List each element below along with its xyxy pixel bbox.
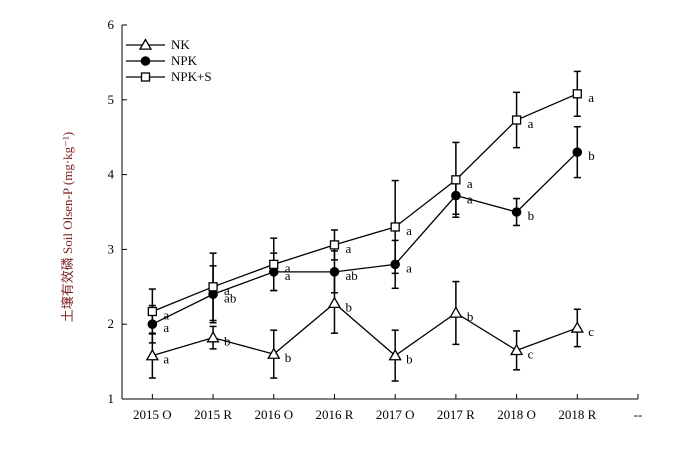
- data-point: [269, 259, 279, 270]
- significance-label: a: [345, 241, 351, 256]
- data-point: [327, 296, 342, 309]
- data-point: [572, 89, 582, 99]
- significance-label: b: [406, 352, 413, 367]
- significance-label: b: [224, 334, 231, 349]
- legend-marker: [140, 72, 151, 82]
- data-point: [388, 348, 402, 361]
- tick-labels: 1 2 3 4 5 6 2015 O 2015 R 2016 O 2016 R 2017 O 2017…: [108, 17, 643, 422]
- data-point: [451, 175, 461, 185]
- data-point: [509, 343, 524, 356]
- x-tick-label: 2018 R: [558, 407, 596, 422]
- data-point: [570, 321, 584, 333]
- data-point: [267, 347, 281, 359]
- significance-label: b: [345, 299, 352, 314]
- significance-label: b: [528, 208, 535, 223]
- x-tick-label: 2015 O: [133, 407, 172, 422]
- significance-label: c: [588, 324, 594, 339]
- legend-item-npk-s: NPK+S: [126, 69, 212, 84]
- legend-label: NK: [171, 37, 190, 52]
- significance-label: b: [588, 148, 595, 163]
- x-tick-label: 2017 O: [376, 407, 415, 422]
- series-line: [152, 151, 578, 325]
- significance-label: a: [163, 307, 169, 322]
- data-point: [511, 207, 522, 217]
- y-tick-label: 1: [108, 391, 115, 406]
- data-point: [511, 115, 522, 125]
- y-tick-label: 2: [108, 316, 115, 331]
- data-point: [208, 282, 218, 292]
- series-line: [152, 302, 578, 357]
- significance-label: a: [285, 268, 291, 283]
- x-tick-label: 2017 R: [437, 407, 475, 422]
- axes: [121, 24, 639, 400]
- x-tick-label: 2018 O: [497, 407, 536, 422]
- significance-label: c: [528, 346, 534, 361]
- data-point: [145, 348, 159, 361]
- legend-label: NPK+S: [171, 69, 212, 84]
- significance-label: a: [163, 352, 169, 367]
- data-point: [206, 330, 220, 343]
- significance-label: a: [467, 192, 473, 207]
- x-tick-label: 2016 O: [254, 407, 293, 422]
- x-tick-label: 2016 R: [316, 407, 354, 422]
- significance-label: a: [224, 283, 230, 298]
- legend-marker: [140, 56, 151, 66]
- legend-marker: [138, 38, 153, 50]
- y-tick-label: 4: [108, 167, 115, 182]
- y-tick-label: 6: [108, 17, 115, 32]
- data-point: [390, 222, 400, 232]
- significance-label: a: [588, 90, 594, 105]
- y-tick-label: 5: [108, 92, 115, 107]
- significance-label: a: [406, 223, 412, 238]
- data-point: [449, 306, 463, 318]
- significance-label: b: [285, 350, 292, 365]
- significance-label: ab: [224, 290, 236, 305]
- legend-item-nk: NK: [126, 37, 190, 52]
- y-tick-label: 3: [108, 241, 115, 256]
- y-axis-label: 土壤有效磷 Soil Olsen-P (mg·kg⁻¹): [60, 132, 75, 322]
- data-point: [329, 240, 340, 250]
- x-tick-label: 2015 R: [194, 407, 232, 422]
- significance-label: a: [467, 176, 473, 191]
- significance-label: a: [406, 260, 412, 275]
- data-point: [329, 267, 340, 277]
- significance-label: ab: [345, 268, 357, 283]
- data-point: [572, 147, 583, 157]
- x-tick-label-trailing: --: [634, 407, 643, 422]
- legend-item-npk: NPK: [126, 53, 198, 68]
- significance-label: a: [285, 260, 291, 275]
- legend-label: NPK: [171, 53, 198, 68]
- significance-label: a: [163, 320, 169, 335]
- significance-label: a: [528, 116, 534, 131]
- data-point: [147, 306, 158, 317]
- significance-label: b: [467, 309, 474, 324]
- series-line: [152, 93, 578, 313]
